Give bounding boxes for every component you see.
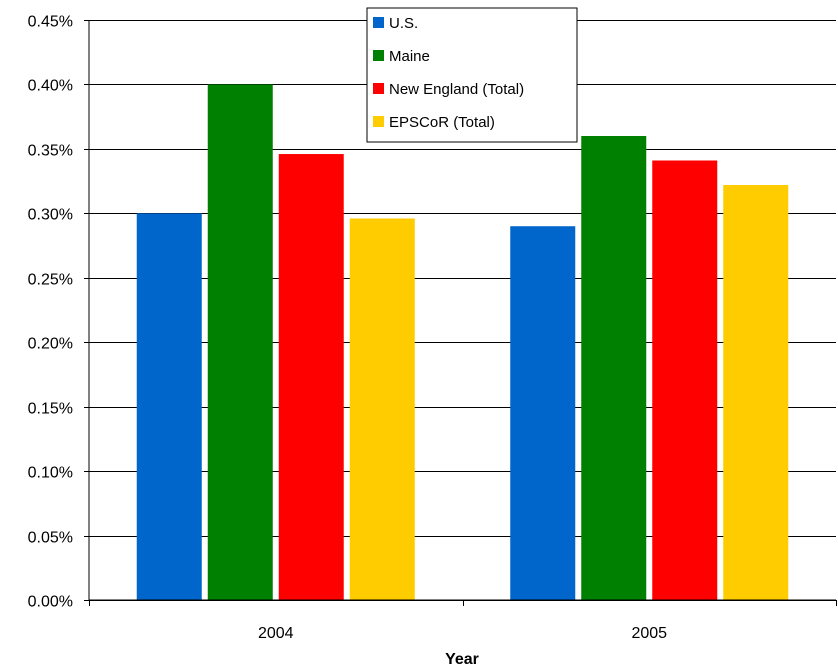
y-tick-labels: 0.00% 0.05% 0.10% 0.15% 0.20% 0.25% 0.30% 0.35%…	[28, 14, 73, 611]
y-tick-label: 0.15%	[28, 401, 73, 418]
y-tick-label: 0.05%	[28, 530, 73, 547]
legend-label: EPSCoR (Total)	[389, 114, 495, 131]
x-axis-title: Year	[445, 651, 479, 668]
x-tick-label: 2005	[631, 625, 667, 642]
axes	[84, 20, 837, 606]
bar-epscor-total-2005	[723, 184, 789, 600]
bar-new-england-total-2004	[278, 154, 344, 601]
bar-u-s-2005	[510, 226, 576, 600]
bars	[136, 84, 789, 601]
legend-swatch	[373, 116, 384, 127]
y-tick-label: 0.00%	[28, 594, 73, 611]
y-tick-label: 0.30%	[28, 207, 73, 224]
legend-label: U.S.	[389, 15, 418, 32]
bar-u-s-2004	[136, 213, 202, 601]
legend-label: Maine	[389, 48, 430, 65]
bar-new-england-total-2005	[652, 160, 718, 600]
legend-label: New England (Total)	[389, 81, 524, 98]
legend-swatch	[373, 17, 384, 28]
bar-epscor-total-2004	[349, 218, 415, 600]
bar-maine-2004	[207, 84, 273, 600]
x-tick-labels: 2004 2005	[258, 625, 667, 642]
bar-maine-2005	[581, 136, 647, 600]
y-tick-label: 0.20%	[28, 336, 73, 353]
y-tick-label: 0.40%	[28, 78, 73, 95]
legend-swatch	[373, 83, 384, 94]
legend-swatch	[373, 50, 384, 61]
y-tick-label: 0.45%	[28, 14, 73, 31]
y-tick-label: 0.35%	[28, 143, 73, 160]
y-tick-label: 0.10%	[28, 465, 73, 482]
y-tick-label: 0.25%	[28, 272, 73, 289]
legend-box	[366, 7, 578, 143]
legend: U.S. Maine New England (Total) EPSCoR (Tota…	[366, 7, 578, 143]
x-tick-label: 2004	[258, 625, 294, 642]
